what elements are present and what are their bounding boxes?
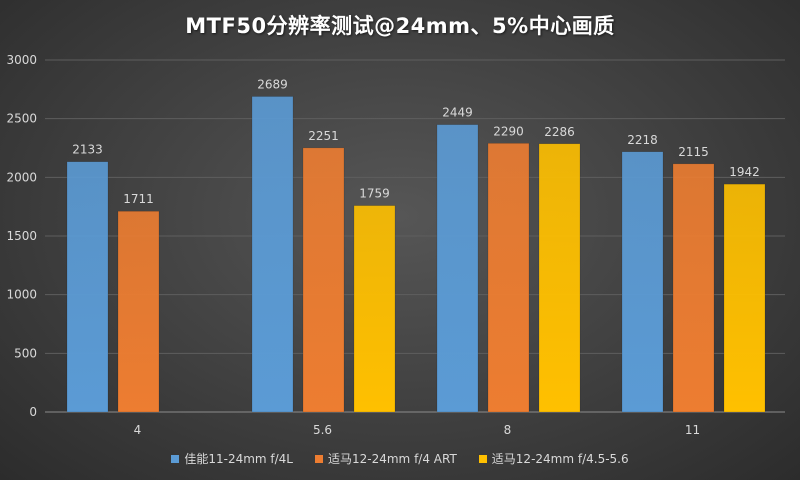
bar-0-11 — [621, 151, 664, 413]
legend-swatch-sigma-art — [315, 454, 323, 463]
bar-2-5.6 — [353, 205, 396, 413]
data-label-0-11: 2218 — [627, 133, 658, 147]
y-tick-label-2000: 2000 — [6, 170, 37, 184]
bar-0-5.6 — [251, 96, 294, 413]
bar-0-8 — [436, 124, 479, 413]
y-tick-label-1000: 1000 — [6, 288, 37, 302]
bar-1-11 — [672, 163, 715, 413]
x-tick-label-5.6: 5.6 — [313, 423, 332, 437]
bar-0-4 — [66, 161, 109, 413]
data-label-2-5.6: 1759 — [359, 187, 390, 201]
x-tick-label-11: 11 — [685, 423, 700, 437]
legend-swatch-canon — [171, 454, 180, 463]
data-label-1-11: 2115 — [678, 145, 709, 159]
data-label-2-8: 2286 — [544, 125, 575, 139]
legend-item-sigma-zoom: 适马12-24mm f/4.5-5.6 — [478, 450, 629, 467]
legend-label-canon: 佳能11-24mm f/4L — [184, 452, 293, 466]
legend-swatch-sigma-zoom — [478, 454, 487, 463]
legend-item-sigma-art: 适马12-24mm f/4 ART — [315, 450, 457, 467]
bar-1-8 — [487, 143, 530, 413]
bar-1-4 — [117, 210, 160, 413]
y-tick-label-2500: 2500 — [6, 112, 37, 126]
y-tick-label-1500: 1500 — [6, 229, 37, 243]
data-label-1-8: 2290 — [493, 124, 524, 138]
y-tick-label-500: 500 — [14, 346, 37, 360]
legend-label-sigma-art: 适马12-24mm f/4 ART — [328, 452, 457, 466]
bar-2-11 — [723, 183, 766, 413]
y-tick-label-3000: 3000 — [6, 53, 37, 67]
data-label-1-5.6: 2251 — [308, 129, 339, 143]
data-label-0-4: 2133 — [72, 143, 103, 157]
legend-item-canon: 佳能11-24mm f/4L — [171, 450, 293, 467]
data-label-2-11: 1942 — [729, 165, 760, 179]
chart-title: MTF50分辨率测试@24mm、5%中心画质 — [185, 14, 615, 38]
bar-2-8 — [538, 143, 581, 413]
bar-1-5.6 — [302, 147, 345, 413]
data-label-0-8: 2449 — [442, 106, 473, 120]
x-tick-label-4: 4 — [134, 423, 142, 437]
legend: 佳能11-24mm f/4L 适马12-24mm f/4 ART 适马12-24… — [0, 450, 800, 467]
legend-label-sigma-zoom: 适马12-24mm f/4.5-5.6 — [491, 452, 629, 466]
y-tick-label-0: 0 — [29, 405, 37, 419]
x-tick-label-8: 8 — [504, 423, 512, 437]
data-label-1-4: 1711 — [123, 192, 154, 206]
data-label-0-5.6: 2689 — [257, 77, 288, 91]
